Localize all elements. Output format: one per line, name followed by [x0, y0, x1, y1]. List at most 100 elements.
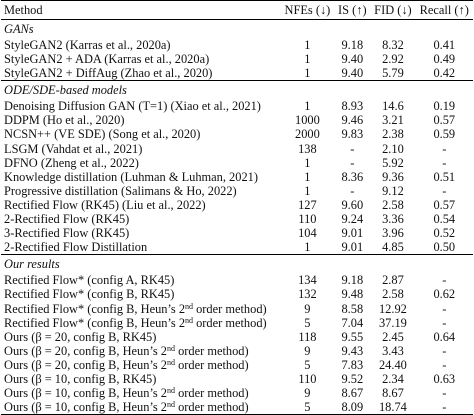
method-cell: StyleGAN2 + DiffAug (Zhao et al., 2020)	[1, 66, 280, 81]
value-cell: 0.50	[433, 240, 456, 255]
method-cell: NCSN++ (VE SDE) (Song et al., 2020)	[1, 127, 280, 141]
value-cell: 9.40	[341, 52, 364, 67]
header-cell: Method	[1, 0, 281, 20]
value-cell: 2.58	[382, 197, 404, 212]
data-row: 3-Rectified Flow (RK45) 104 9.01 3.96 0.52	[1, 226, 473, 240]
method-superscript: nd	[185, 301, 194, 311]
value-cell: 2000	[295, 127, 320, 142]
value-cell: 9	[304, 343, 311, 358]
data-row: StyleGAN2 + ADA (Karras et al., 2020a) 1 9…	[1, 52, 473, 66]
value-cell: -	[442, 183, 447, 198]
value-cell: 1	[304, 66, 311, 81]
method-text: 2-Rectified Flow Distillation	[4, 240, 148, 255]
value-cell: -	[442, 141, 447, 156]
method-cell: Rectified Flow* (config B, Heun’s 2nd or…	[1, 302, 280, 316]
value-cell: 104	[298, 226, 317, 241]
method-text: Ours (β = 10, config B, RK45)	[4, 371, 157, 386]
value-cell: 5.92	[382, 155, 404, 170]
value-cell: 0.49	[433, 52, 456, 67]
value-cell: -	[442, 343, 447, 358]
value-cell: 0.42	[433, 66, 456, 81]
value-cell: 9.18	[341, 273, 364, 288]
value-cell: 9.24	[341, 212, 364, 227]
value-cell: 5	[304, 315, 311, 330]
method-cell: Denoising Diffusion GAN (T=1) (Xiao et a…	[1, 99, 280, 113]
value-cell: 3.21	[382, 113, 404, 128]
method-text: Rectified Flow* (config A, RK45)	[4, 273, 175, 288]
value-cell: 9.18	[341, 38, 364, 52]
data-row: Ours (β = 10, config B, Heun’s 2nd order…	[1, 386, 473, 400]
data-row: Ours (β = 20, config B, Heun’s 2nd order…	[1, 344, 473, 358]
data-row: Ours (β = 20, config B, Heun’s 2nd order…	[1, 358, 473, 372]
method-text-end: order method)	[175, 343, 249, 358]
method-text: 2-Rectified Flow (RK45)	[4, 212, 130, 227]
data-row: StyleGAN2 (Karras et al., 2020a) 1 9.18 8.3…	[1, 38, 473, 52]
method-cell: StyleGAN2 + ADA (Karras et al., 2020a)	[1, 52, 280, 66]
data-row: Ours (β = 10, config B, Heun’s 2nd order…	[1, 400, 473, 415]
method-text-end: order method)	[175, 400, 249, 415]
value-cell: 9.52	[341, 371, 364, 386]
value-cell: -	[415, 400, 473, 415]
value-cell: 9.60	[341, 197, 364, 212]
data-row: Rectified Flow* (config B, Heun’s 2nd or…	[1, 302, 473, 316]
value-cell: 18.74	[370, 400, 416, 415]
method-text: NCSN++ (VE SDE) (Song et al., 2020)	[4, 127, 201, 142]
method-cell: 2-Rectified Flow Distillation	[1, 240, 280, 255]
method-cell: Knowledge distillation (Luhman & Luhman,…	[1, 170, 280, 184]
method-cell: LSGM (Vahdat et al., 2021)	[1, 142, 280, 156]
method-text: Ours (β = 20, config B, Heun’s 2	[4, 357, 167, 372]
value-cell: 118	[298, 329, 317, 344]
value-cell: 3.43	[382, 343, 404, 358]
value-cell: 3.36	[382, 212, 404, 227]
method-cell: Rectified Flow (RK45) (Liu et al., 2022)	[1, 198, 280, 212]
value-cell: 9.43	[341, 343, 364, 358]
value-cell: 7.04	[341, 315, 364, 330]
value-cell: 1	[304, 38, 311, 52]
method-text-end: order method)	[175, 357, 249, 372]
value-cell: 0.41	[433, 38, 456, 52]
header-cell: Recall (↑)	[415, 0, 473, 20]
value-cell: -	[442, 301, 447, 316]
method-superscript: nd	[167, 343, 175, 353]
method-superscript: nd	[167, 357, 175, 367]
data-row: DFNO (Zheng et al., 2022) 1 - 5.92 -	[1, 156, 473, 170]
method-cell: Rectified Flow* (config B, Heun’s 2nd or…	[1, 316, 280, 330]
value-cell: 9.48	[341, 287, 364, 302]
method-text: Ours (β = 20, config B, RK45)	[4, 329, 157, 344]
method-text: Rectified Flow* (config B, Heun’s 2	[4, 301, 186, 316]
data-row: Rectified Flow* (config B, RK45) 132 9.48 2…	[1, 287, 473, 301]
value-cell: 138	[298, 141, 317, 156]
value-cell: 1	[304, 169, 311, 184]
data-row: NCSN++ (VE SDE) (Song et al., 2020) 2000 9…	[1, 127, 473, 141]
section-row: GANs	[1, 20, 473, 39]
data-row: DDPM (Ho et al., 2020) 1000 9.46 3.21 0.57	[1, 113, 473, 127]
value-cell: 5.79	[382, 66, 404, 81]
value-cell: 1	[304, 52, 311, 67]
method-text: StyleGAN2 (Karras et al., 2020a)	[4, 38, 171, 52]
value-cell: 8.67	[382, 386, 404, 401]
method-cell: 2-Rectified Flow (RK45)	[1, 212, 280, 226]
value-cell: 8.58	[341, 301, 364, 316]
value-cell: 9.12	[382, 183, 404, 198]
method-text: Ours (β = 10, config B, Heun’s 2	[4, 386, 167, 401]
method-text: DFNO (Zheng et al., 2022)	[4, 155, 139, 170]
header-row: Method NFEs (↓) IS (↑) FID (↓) Recall (↑)	[1, 0, 473, 20]
method-cell: 3-Rectified Flow (RK45)	[1, 226, 280, 240]
value-cell: -	[350, 183, 355, 198]
value-cell: 9.01	[341, 240, 364, 255]
section-row: Our results	[1, 254, 473, 274]
value-cell: 0.54	[433, 212, 456, 227]
method-cell: Rectified Flow* (config B, RK45)	[1, 287, 280, 301]
value-cell: -	[442, 386, 447, 401]
header-cell: NFEs (↓)	[280, 0, 335, 20]
data-row: Ours (β = 20, config B, RK45) 118 9.55 2.45…	[1, 330, 473, 344]
header-cell: IS (↑)	[334, 0, 371, 20]
value-cell: 9.40	[341, 66, 364, 81]
value-cell: 2.87	[382, 273, 404, 288]
method-text: Ours (β = 20, config B, Heun’s 2	[4, 343, 167, 358]
method-text: StyleGAN2 + ADA (Karras et al., 2020a)	[4, 52, 210, 67]
method-cell: DDPM (Ho et al., 2020)	[1, 113, 280, 127]
method-superscript: nd	[167, 400, 175, 410]
value-cell: 2.34	[382, 371, 404, 386]
